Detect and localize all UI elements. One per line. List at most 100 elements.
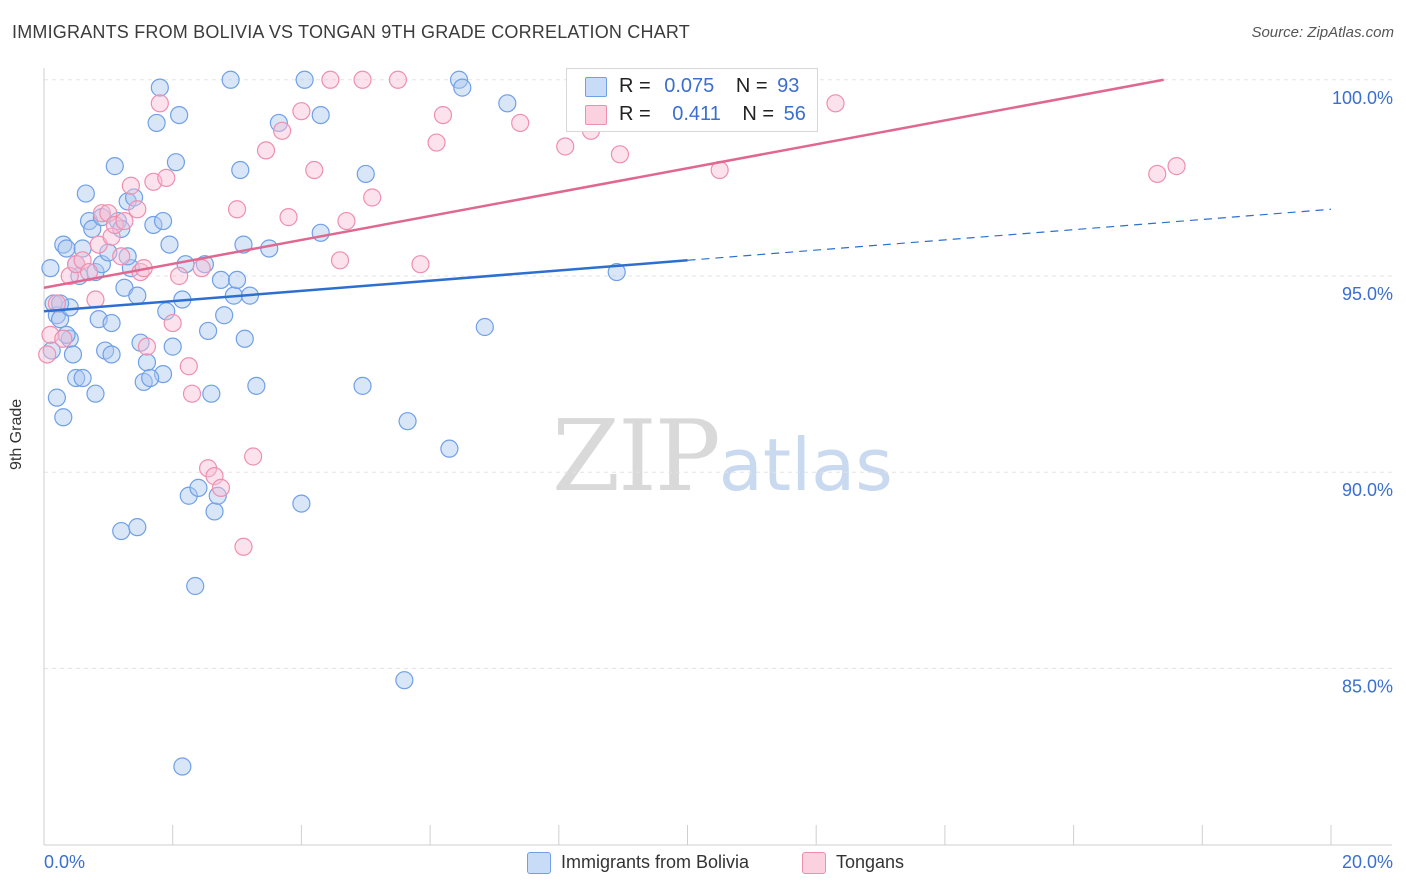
tongans-point: [105, 215, 124, 235]
tongans-point: [128, 200, 147, 219]
series-legend: Immigrants from Bolivia Tongans: [0, 852, 1406, 876]
bolivia-point: [173, 757, 192, 776]
bolivia-point: [141, 368, 160, 388]
tongans-point: [211, 478, 231, 497]
tongans-point: [102, 227, 121, 246]
tongans-point: [205, 467, 224, 486]
tongans-point: [157, 168, 176, 187]
tongans-point: [115, 211, 134, 231]
tongans-point: [121, 176, 140, 195]
bolivia-point: [186, 576, 205, 596]
bolivia-point: [189, 478, 208, 497]
tongans-point: [256, 141, 276, 160]
bolivia-point: [292, 494, 311, 513]
tongans-point: [279, 208, 298, 227]
tongans-point: [363, 188, 382, 207]
n-label: N =: [735, 75, 768, 97]
legend-label-tongans: Tongans: [836, 852, 905, 872]
tongans-point: [272, 121, 292, 140]
tongans-point: [150, 94, 169, 113]
stats-legend-row-bolivia: R = 0.075 N = 93: [585, 75, 799, 98]
tongans-point: [337, 211, 356, 231]
bolivia-point: [395, 671, 414, 690]
bolivia-trend-line: [43, 259, 688, 313]
tongans-point: [330, 251, 350, 270]
tongans-trend-line: [43, 78, 1164, 289]
tongans-point: [92, 204, 112, 223]
tongans-point: [353, 70, 372, 89]
x-tick-label-max: 20.0%: [1341, 852, 1393, 872]
legend-label-bolivia: Immigrants from Bolivia: [561, 852, 750, 872]
y-tick-label: 95.0%: [1342, 284, 1393, 304]
bolivia-point: [453, 78, 472, 97]
tongans-point: [305, 160, 324, 180]
bolivia-point: [163, 337, 182, 356]
legend-item-bolivia: Immigrants from Bolivia: [527, 852, 750, 875]
watermark: ZIPatlas: [552, 400, 893, 514]
tongans-point: [826, 94, 845, 113]
tongans-swatch: [585, 104, 607, 125]
tongans-point: [192, 259, 211, 278]
bolivia-point: [47, 388, 66, 407]
tongans-point: [182, 384, 202, 403]
chart-title: IMMIGRANTS FROM BOLIVIA VS TONGAN 9TH GR…: [12, 22, 690, 42]
bolivia-point: [221, 70, 240, 89]
bolivia-point: [205, 502, 224, 521]
legend-swatch-bolivia: [527, 852, 551, 875]
x-tick-label-min: 0.0%: [44, 852, 86, 872]
bolivia-point: [124, 188, 144, 207]
bolivia-point: [260, 239, 279, 258]
tongans-point: [556, 137, 575, 156]
bolivia-point: [102, 313, 121, 333]
bolivia-point: [311, 105, 330, 125]
tongans-point: [54, 329, 73, 348]
tongans-point: [227, 200, 247, 219]
n-label: N =: [742, 103, 775, 125]
tongans-point: [292, 102, 311, 121]
bolivia-point: [160, 235, 179, 254]
y-tick-label: 90.0%: [1342, 480, 1393, 500]
n-value: 56: [783, 103, 806, 125]
bolivia-point: [137, 353, 157, 372]
bolivia-point: [153, 211, 173, 231]
tongans-point: [321, 70, 340, 89]
tongans-point: [179, 357, 198, 376]
watermark-zip: ZIP: [552, 400, 721, 514]
bolivia-point: [54, 408, 73, 427]
bolivia-point: [498, 94, 517, 113]
bolivia-point: [112, 521, 131, 541]
tongans-point: [388, 70, 408, 89]
tongans-point: [47, 294, 66, 313]
bolivia-point: [231, 160, 250, 180]
tongans-point: [511, 113, 530, 133]
bolivia-point: [41, 259, 60, 278]
watermark-atlas: atlas: [718, 423, 893, 507]
tongans-point: [610, 145, 630, 164]
bolivia-point: [211, 270, 231, 290]
tongans-point: [170, 266, 189, 286]
tongans-point: [38, 345, 57, 364]
tongans-point: [433, 105, 453, 125]
bolivia-point: [63, 345, 83, 364]
bolivia-point: [83, 219, 102, 238]
bolivia-point: [353, 376, 372, 395]
stats-legend: R = 0.075 N = 93 R = 0.411 N = 56: [566, 68, 818, 132]
y-tick-label: 85.0%: [1342, 676, 1393, 696]
bolivia-point: [247, 376, 266, 395]
bolivia-point: [311, 223, 330, 242]
tongans-point: [234, 537, 253, 556]
y-tick-label: 100.0%: [1332, 88, 1393, 108]
bolivia-point: [440, 439, 459, 458]
bolivia-point: [86, 384, 105, 403]
bolivia-point: [398, 412, 417, 431]
n-value: 93: [777, 75, 800, 97]
bolivia-point: [235, 329, 254, 348]
legend-swatch-tongans: [802, 852, 826, 875]
bolivia-point: [128, 286, 147, 305]
tongans-point: [411, 255, 430, 274]
r-value: 0.075: [664, 75, 715, 97]
tongans-point: [60, 266, 79, 286]
bolivia-point: [128, 518, 147, 537]
bolivia-point: [67, 368, 86, 388]
bolivia-point: [215, 306, 234, 325]
